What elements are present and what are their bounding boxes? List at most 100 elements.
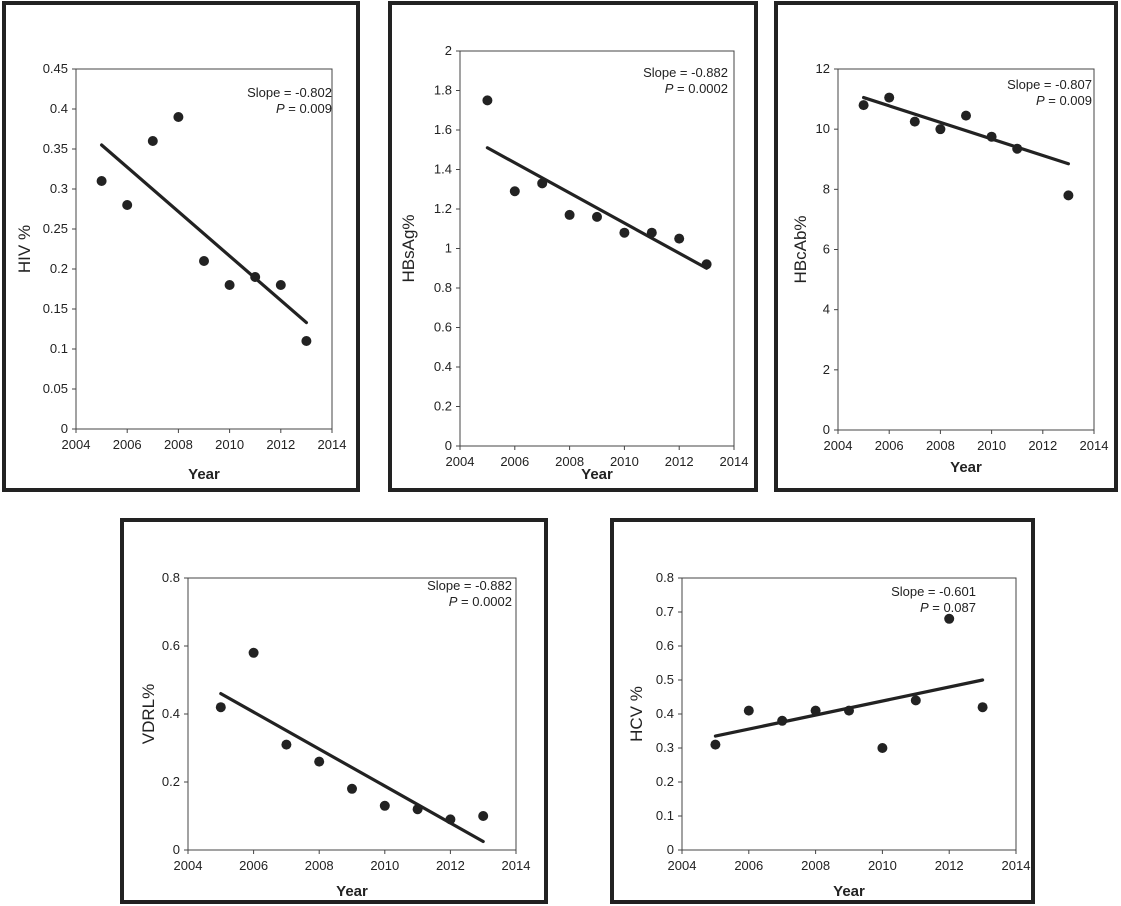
chart-panel-hbcab: 0 2 4 6 8 10 12 2004 2006 2008 2010 2012 2014 Year HBc…: [774, 1, 1118, 492]
data-point: [564, 209, 575, 220]
x-tick-label: 2004: [668, 858, 697, 873]
y-tick-label: 0.4: [50, 101, 68, 116]
data-point: [858, 100, 869, 111]
y-tick-label: 2: [445, 43, 452, 58]
x-tick-label: 2010: [868, 858, 897, 873]
data-point: [935, 124, 946, 135]
data-point: [281, 739, 292, 750]
y-tick-label: 10: [816, 121, 830, 136]
plot-area: [75, 68, 333, 430]
x-tick-label: 2006: [113, 437, 142, 452]
y-tick-label: 0: [173, 842, 180, 857]
chart-hbsag: 0 0.2 0.4 0.6 0.8 1 1.2 1.4 1.6 1.8 2 2004 2006 2008 2…: [399, 43, 748, 483]
y-tick-label: 0.2: [50, 261, 68, 276]
data-point: [215, 702, 226, 713]
x-tick-label: 2004: [174, 858, 203, 873]
y-tick-label: 0: [667, 842, 674, 857]
y-tick-label: 0: [61, 421, 68, 436]
data-point: [619, 227, 630, 238]
x-axis-label: Year: [833, 883, 865, 900]
data-point: [224, 280, 235, 290]
y-axis-label: HCV %: [627, 686, 646, 742]
trend-line: [485, 146, 709, 270]
p-label: P: [920, 600, 929, 615]
x-tick-label: 2006: [734, 858, 763, 873]
data-point: [445, 814, 456, 825]
chart-panel-hbsag: 0 0.2 0.4 0.6 0.8 1 1.2 1.4 1.6 1.8 2 2004 2006 2008 2…: [388, 1, 758, 492]
data-point: [986, 131, 997, 142]
data-point: [250, 272, 261, 282]
data-point: [743, 705, 754, 716]
data-point: [674, 233, 685, 244]
p-value-annotation: P = 0.009: [276, 101, 332, 116]
y-tick-label: 1: [445, 241, 452, 256]
y-axis-label: HIV %: [15, 225, 34, 273]
x-tick-label: 2012: [1028, 438, 1057, 453]
data-point: [478, 811, 489, 821]
p-label: P: [1036, 93, 1045, 108]
p-label: P: [449, 594, 458, 609]
y-tick-label: 0.4: [162, 706, 180, 721]
data-point: [248, 647, 259, 658]
chart-vdrl: 0 0.2 0.4 0.6 0.8 2004 2006 2008 2010 2012 2014 Yea…: [139, 570, 530, 900]
data-point: [877, 743, 888, 753]
p-value: = 0.009: [1045, 93, 1092, 108]
y-tick-label: 0.6: [162, 638, 180, 653]
p-value: = 0.0002: [673, 81, 728, 96]
data-point: [509, 186, 520, 197]
x-tick-label: 2014: [318, 437, 347, 452]
x-tick-label: 2012: [935, 858, 964, 873]
x-tick-label: 2008: [164, 437, 193, 452]
chart-panel-hiv: 0 0.05 0.1 0.15 0.2 0.25 0.3 0.35 0.4 0.45 2004 200…: [2, 1, 360, 492]
data-point: [1063, 190, 1074, 201]
x-tick-label: 2006: [239, 858, 268, 873]
x-tick-label: 2004: [62, 437, 91, 452]
data-point: [777, 715, 788, 726]
data-point: [1012, 143, 1023, 154]
x-axis-label: Year: [188, 466, 220, 483]
y-tick-label: 0.1: [656, 808, 674, 823]
y-tick-label: 6: [823, 242, 830, 257]
x-tick-label: 2012: [436, 858, 465, 873]
y-tick-label: 0.1: [50, 341, 68, 356]
data-point: [275, 280, 286, 290]
data-point: [147, 136, 158, 146]
y-axis-label: VDRL%: [139, 684, 158, 744]
chart-panel-hcv: 0 0.1 0.2 0.3 0.4 0.5 0.6 0.7 0.8 2004 2006 2008 201…: [610, 518, 1035, 904]
y-tick-label: 1.6: [434, 122, 452, 137]
p-value-annotation: P = 0.0002: [449, 594, 512, 609]
data-point: [810, 705, 821, 716]
data-point: [710, 739, 721, 750]
y-tick-label: 0.6: [434, 320, 452, 335]
trend-line: [861, 95, 1070, 166]
x-tick-label: 2012: [665, 454, 694, 469]
chart-hcv: 0 0.1 0.2 0.3 0.4 0.5 0.6 0.7 0.8 2004 2006 2008 201…: [627, 570, 1031, 900]
x-tick-label: 2010: [610, 454, 639, 469]
y-tick-label: 4: [823, 302, 830, 317]
x-tick-label: 2004: [824, 438, 853, 453]
x-tick-label: 2014: [1002, 858, 1031, 873]
chart-panel-vdrl: 0 0.2 0.4 0.6 0.8 2004 2006 2008 2010 2012 2014 Yea…: [120, 518, 548, 904]
y-tick-label: 1.8: [434, 83, 452, 98]
slope-annotation: Slope = -0.802: [247, 85, 332, 100]
plot-area: [187, 577, 517, 851]
data-point: [844, 705, 854, 716]
x-tick-label: 2004: [446, 454, 475, 469]
y-tick-label: 0.8: [656, 570, 674, 585]
x-tick-label: 2006: [500, 454, 529, 469]
data-point: [592, 211, 602, 222]
data-point: [701, 259, 712, 270]
data-point: [314, 756, 325, 767]
y-tick-label: 0.2: [656, 774, 674, 789]
y-tick-label: 0.15: [43, 301, 68, 316]
y-tick-label: 0.4: [434, 359, 452, 374]
y-tick-label: 0.7: [656, 604, 674, 619]
slope-annotation: Slope = -0.601: [891, 584, 976, 599]
p-value: = 0.087: [929, 600, 976, 615]
data-point: [199, 256, 209, 266]
y-tick-label: 12: [816, 61, 830, 76]
x-tick-label: 2010: [370, 858, 399, 873]
y-tick-label: 1.2: [434, 201, 452, 216]
slope-annotation: Slope = -0.882: [427, 578, 512, 593]
data-point: [944, 613, 955, 624]
